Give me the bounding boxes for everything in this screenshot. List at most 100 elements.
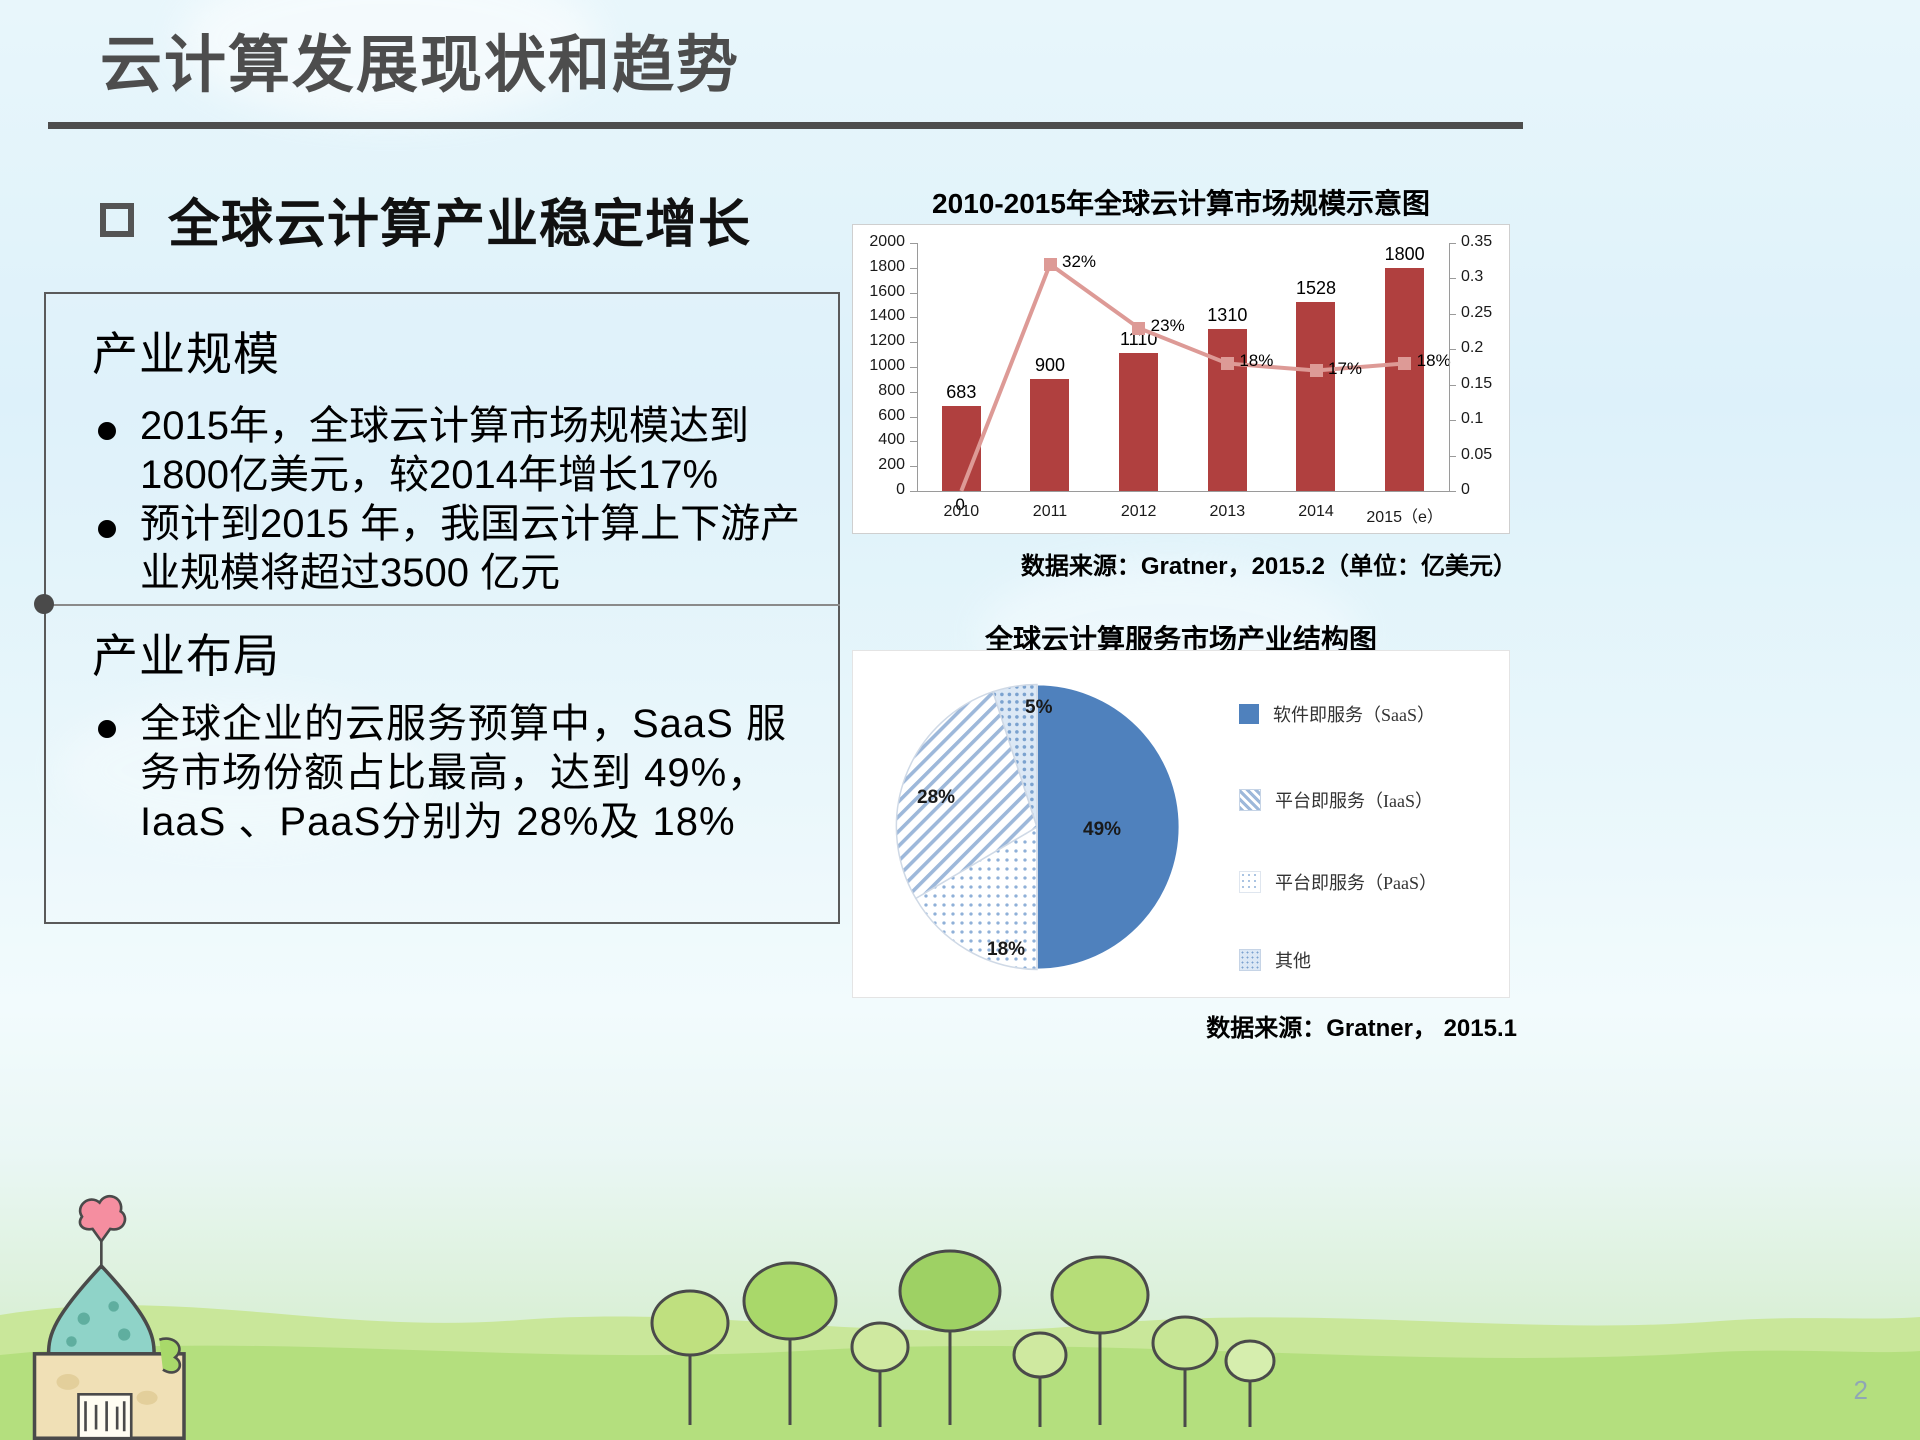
bar — [1030, 379, 1070, 491]
y-axis-tick — [910, 317, 917, 319]
y-axis-tick-label: 400 — [878, 431, 905, 449]
legend-item: 平台即服务（IaaS） — [1239, 787, 1433, 813]
y2-axis-tick — [1449, 420, 1456, 422]
x-axis-tick-label: 2010 — [943, 503, 980, 520]
y2-axis-tick-label: 0.2 — [1461, 339, 1484, 357]
y-axis-tick — [910, 243, 917, 244]
bar-value-label: 1528 — [1295, 277, 1337, 298]
line-value-label: 17% — [1328, 358, 1363, 378]
y-axis-tick-label: 0 — [896, 481, 905, 498]
legend-swatch-icon — [1239, 949, 1261, 971]
y-axis-tick-label: 800 — [878, 381, 905, 399]
bar-chart-title: 2010-2015年全球云计算市场规模示意图 — [932, 188, 1430, 219]
legend-swatch-icon — [1239, 789, 1261, 811]
y2-axis-tick — [1449, 455, 1456, 457]
y-axis-tick — [910, 466, 917, 468]
bar — [1296, 301, 1336, 491]
y-axis-tick — [910, 367, 917, 368]
decor-cloud-3 — [60, 700, 420, 840]
bullet-item: 全球企业的云服务预算中，SaaS 服务市场份额占比最高，达到 49%，IaaS … — [98, 700, 810, 846]
legend-item: 其他 — [1239, 947, 1311, 973]
legend-label: 平台即服务（IaaS） — [1275, 791, 1433, 811]
x-axis-tick-label: 2015（e） — [1366, 509, 1443, 526]
y-axis-tick-label: 1000 — [869, 357, 905, 374]
bullet-dot-icon — [98, 520, 116, 538]
line-value-label: 18% — [1416, 351, 1451, 371]
bullet-dot-icon — [98, 422, 116, 440]
legend-label: 软件即服务（SaaS） — [1273, 705, 1435, 725]
pie-chart-title: 全球云计算服务市场产业结构图 — [984, 624, 1377, 655]
bar-chart-source: 数据来源：Gratner，2015.2（单位：亿美元） — [1020, 553, 1517, 580]
y2-axis-tick-label: 0.15 — [1461, 374, 1493, 392]
bullet-text: 2015年，全球云计算市场规模达到1800亿美元，较2014年增长17% — [140, 404, 749, 497]
section-heading-industry-scale: 产业规模 — [92, 328, 280, 380]
line-value-label: 32% — [1062, 252, 1097, 272]
y2-axis-tick-label: 0.35 — [1461, 233, 1493, 250]
y-axis-tick — [910, 416, 917, 418]
content-box — [44, 292, 840, 924]
line-marker — [1309, 364, 1323, 378]
y-axis-tick-label: 200 — [878, 456, 905, 474]
square-bullet-icon — [100, 202, 134, 237]
pie-slice-label-other: 5% — [1025, 697, 1053, 718]
bullet-item: 预计到2015 年，我国云计算上下游产业规模将超过3500 亿元 — [98, 500, 810, 598]
legend-label: 其他 — [1275, 951, 1311, 971]
pie-slice-label-saas: 49% — [1083, 819, 1122, 840]
y2-axis-tick-label: 0.05 — [1461, 445, 1493, 463]
bar-chart-plot-area: 683 900 1110 1310 1528 1800 0 32% 23% 18% 17% 18% — [853, 225, 1509, 533]
legend-item: 平台即服务（PaaS） — [1239, 869, 1437, 895]
y2-axis-tick-label: 0 — [1461, 481, 1470, 498]
divider-dot-icon — [34, 594, 54, 614]
y-axis-tick — [910, 342, 917, 344]
page-title: 云计算发展现状和趋势 — [100, 31, 741, 100]
line-value-label: 23% — [1150, 316, 1185, 336]
x-axis-line — [917, 491, 1449, 492]
legend-label: 平台即服务（PaaS） — [1275, 873, 1437, 893]
y-axis-tick-label: 1600 — [869, 282, 905, 300]
y-axis-tick-label: 2000 — [869, 233, 905, 250]
y-axis-tick-label: 1200 — [869, 332, 905, 350]
bar-value-label: 683 — [946, 382, 977, 403]
y-axis-tick — [910, 491, 917, 492]
line-marker — [1220, 356, 1234, 370]
bar-chart: 0 200 400 600 800 1000 1200 1400 1600 1800 2000 68… — [852, 224, 1510, 534]
title-underline — [48, 122, 1523, 129]
bar-value-label: 1110 — [1119, 329, 1158, 350]
pie-graphic — [895, 683, 1181, 971]
bar — [1207, 328, 1247, 491]
bullet-text: 全球企业的云服务预算中，SaaS 服务市场份额占比最高，达到 49%，IaaS … — [140, 702, 787, 844]
bar-value-label: 900 — [1034, 355, 1066, 376]
legend-item: 软件即服务（SaaS） — [1239, 701, 1435, 727]
y-axis-tick — [910, 391, 917, 393]
bar — [941, 406, 981, 491]
x-axis-tick-label: 2012 — [1120, 503, 1157, 520]
slide-number: 2 — [1853, 1375, 1868, 1405]
y2-axis-tick-label: 0.25 — [1461, 303, 1493, 321]
bullet-text: 预计到2015 年，我国云计算上下游产业规模将超过3500 亿元 — [140, 502, 801, 595]
bar — [1385, 267, 1425, 491]
y-axis-tick — [910, 292, 917, 294]
line-marker — [1132, 321, 1146, 335]
line-marker — [1398, 356, 1412, 370]
y2-axis-tick-label: 0.1 — [1461, 410, 1484, 428]
y2-axis-tick-label: 0.3 — [1461, 268, 1484, 286]
subtitle-text: 全球云计算产业稳定增长 — [168, 196, 752, 254]
pie-chart: 49% 18% 28% 5% 软件即服务（SaaS） 平台即服务（IaaS） 平台即… — [852, 650, 1510, 998]
section-heading-industry-layout: 产业布局 — [92, 630, 280, 682]
y2-axis-tick — [1449, 278, 1456, 280]
decor-house — [32, 1194, 186, 1440]
y-axis-tick-label: 600 — [878, 406, 905, 424]
y-axis-tick-label: 1400 — [869, 307, 905, 325]
line-value-label: 0 — [955, 495, 965, 514]
y-axis-tick — [910, 441, 917, 443]
y2-axis-tick — [1449, 491, 1456, 492]
pie-chart-plot-area: 49% 18% 28% 5% — [875, 667, 1205, 987]
y2-axis-tick — [1449, 349, 1456, 351]
y2-axis-tick — [1449, 384, 1456, 386]
y-axis-tick-label: 1800 — [869, 257, 905, 275]
legend-swatch-icon — [1239, 871, 1261, 893]
content-divider — [44, 604, 840, 606]
growth-rate-line — [959, 261, 1405, 492]
pie-slice-label-iaas: 28% — [917, 787, 956, 808]
decor-ground — [0, 1305, 1920, 1440]
